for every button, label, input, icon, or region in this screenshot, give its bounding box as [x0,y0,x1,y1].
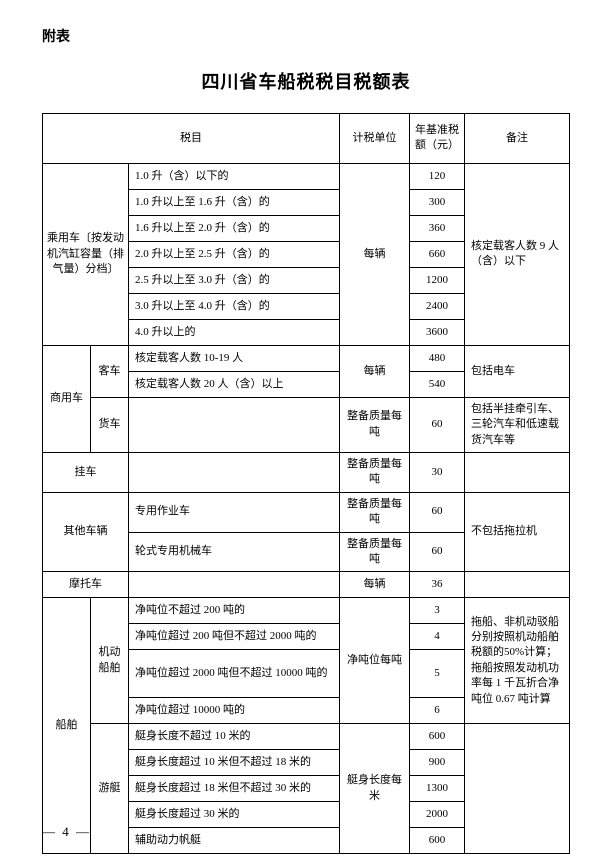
cell: 5 [410,650,465,698]
cell: 3600 [410,319,465,345]
passenger-car-label: 乘用车〔按发动机汽缸容量（排气量）分档〕 [43,163,129,345]
cell: 2400 [410,293,465,319]
cell: 2.5 升以上至 3.0 升（含）的 [129,267,340,293]
page-number: — 4 — [42,823,91,841]
ship-label: 船舶 [43,598,91,854]
header-remarks: 备注 [465,113,570,163]
cell: 540 [410,371,465,397]
cell [465,724,570,854]
cell: 净吨位不超过 200 吨的 [129,598,340,624]
table-row: 乘用车〔按发动机汽缸容量（排气量）分档〕 1.0 升（含）以下的 每辆 120 … [43,163,570,189]
cell: 1300 [410,776,465,802]
cell: 30 [410,452,465,492]
cell: 包括电车 [465,345,570,397]
cell: 艇身长度超过 30 米的 [129,802,340,828]
cell: 2.0 升以上至 2.5 升（含）的 [129,241,340,267]
cell: 120 [410,163,465,189]
table-row: 其他车辆 专用作业车 整备质量每吨 60 不包括拖拉机 [43,492,570,532]
table-row: 商用车 客车 核定载客人数 10-19 人 每辆 480 包括电车 [43,345,570,371]
cell: 核定载客人数 10-19 人 [129,345,340,371]
truck-label: 货车 [91,397,129,452]
cell: 核定载客人数 20 人（含）以上 [129,371,340,397]
other-vehicles-label: 其他车辆 [43,492,129,572]
cell: 拖船、非机动驳船分别按照机动船舶税额的50%计算；拖船按照发动机功率每 1 千瓦… [465,598,570,724]
header-annual-rate: 年基准税额（元） [410,113,465,163]
cell [129,397,340,452]
cell: 净吨位超过 10000 吨的 [129,698,340,724]
cell: 480 [410,345,465,371]
cell: 整备质量每吨 [340,452,410,492]
header-unit: 计税单位 [340,113,410,163]
cell: 1.6 升以上至 2.0 升（含）的 [129,215,340,241]
cell: 净吨位每吨 [340,598,410,724]
cell: 3.0 升以上至 4.0 升（含）的 [129,293,340,319]
header-tax-item: 税目 [43,113,340,163]
cell [129,452,340,492]
cell: 整备质量每吨 [340,532,410,572]
table-header-row: 税目 计税单位 年基准税额（元） 备注 [43,113,570,163]
cell: 每辆 [340,163,410,345]
cell: 600 [410,724,465,750]
cell: 艇身长度每米 [340,724,410,854]
cell: 专用作业车 [129,492,340,532]
cell [465,452,570,492]
cell: 艇身长度超过 10 米但不超过 18 米的 [129,750,340,776]
cell: 艇身长度超过 18 米但不超过 30 米的 [129,776,340,802]
table-row: 摩托车 每辆 36 [43,572,570,598]
cell: 净吨位超过 200 吨但不超过 2000 吨的 [129,624,340,650]
bus-label: 客车 [91,345,129,397]
yacht-label: 游艇 [91,724,129,854]
page-title: 四川省车船税税目税额表 [42,70,570,95]
cell: 3 [410,598,465,624]
cell: 36 [410,572,465,598]
cell: 1200 [410,267,465,293]
cell: 整备质量每吨 [340,492,410,532]
cell: 净吨位超过 2000 吨但不超过 10000 吨的 [129,650,340,698]
cell: 60 [410,397,465,452]
cell: 660 [410,241,465,267]
cell: 360 [410,215,465,241]
cell: 核定载客人数 9 人（含）以下 [465,163,570,345]
attachment-label: 附表 [42,28,570,48]
commercial-label: 商用车 [43,345,91,452]
cell: 6 [410,698,465,724]
cell: 辅助动力帆艇 [129,828,340,854]
cell: 4 [410,624,465,650]
cell: 1.0 升（含）以下的 [129,163,340,189]
table-row: 船舶 机动船舶 净吨位不超过 200 吨的 净吨位每吨 3 拖船、非机动驳船分别… [43,598,570,624]
cell: 轮式专用机械车 [129,532,340,572]
cell: 每辆 [340,345,410,397]
cell: 4.0 升以上的 [129,319,340,345]
cell: 1.0 升以上至 1.6 升（含）的 [129,189,340,215]
cell: 600 [410,828,465,854]
cell [129,572,340,598]
cell: 60 [410,492,465,532]
cell: 每辆 [340,572,410,598]
table-row: 游艇 艇身长度不超过 10 米的 艇身长度每米 600 [43,724,570,750]
trailer-label: 挂车 [43,452,129,492]
cell: 300 [410,189,465,215]
table-row: 挂车 整备质量每吨 30 [43,452,570,492]
tax-rate-table: 税目 计税单位 年基准税额（元） 备注 乘用车〔按发动机汽缸容量（排气量）分档〕… [42,113,570,855]
motor-ship-label: 机动船舶 [91,598,129,724]
table-row: 货车 整备质量每吨 60 包括半挂牵引车、三轮汽车和低速载货汽车等 [43,397,570,452]
cell: 艇身长度不超过 10 米的 [129,724,340,750]
cell: 900 [410,750,465,776]
cell: 不包括拖拉机 [465,492,570,572]
cell: 2000 [410,802,465,828]
cell: 整备质量每吨 [340,397,410,452]
cell: 60 [410,532,465,572]
cell [465,572,570,598]
motorcycle-label: 摩托车 [43,572,129,598]
cell: 包括半挂牵引车、三轮汽车和低速载货汽车等 [465,397,570,452]
